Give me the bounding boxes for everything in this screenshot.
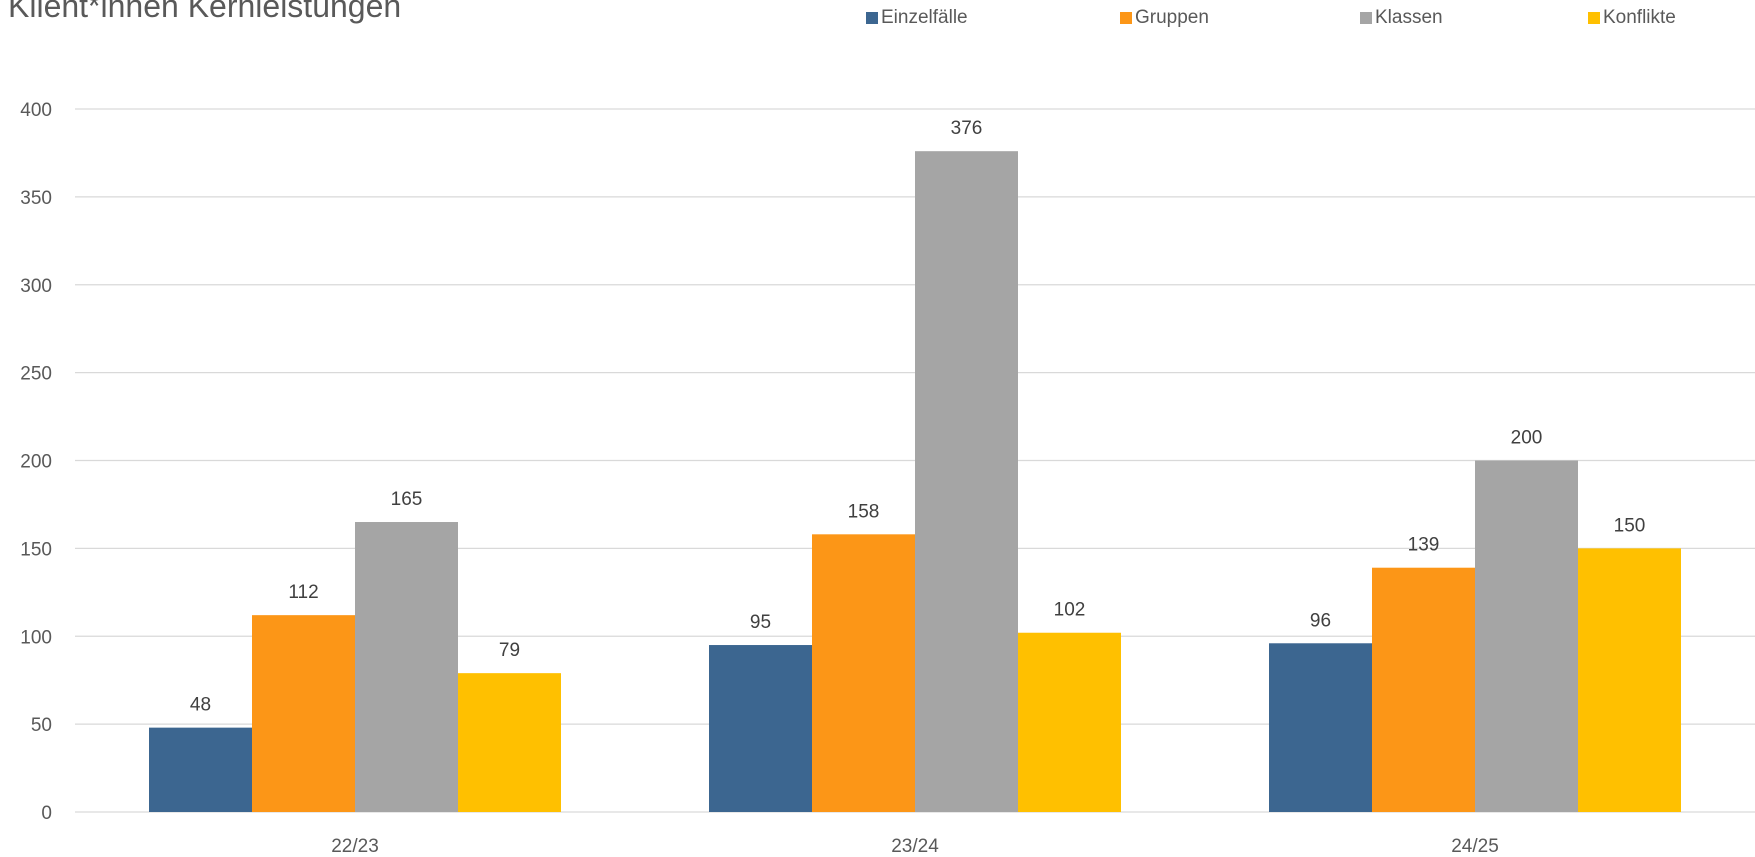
legend-label-gruppen: Gruppen — [1135, 7, 1209, 28]
bar-gruppen-1 — [812, 534, 915, 812]
data-label: 96 — [1310, 610, 1331, 631]
bar-konflikte-2 — [1578, 548, 1681, 812]
bar-einzelf-lle-2 — [1269, 643, 1372, 812]
legend-swatch-klassen — [1360, 12, 1372, 24]
bar-klassen-2 — [1475, 460, 1578, 812]
data-label: 95 — [750, 612, 771, 633]
y-tick-label: 200 — [20, 452, 52, 473]
y-tick-label: 300 — [20, 276, 52, 297]
data-label: 158 — [848, 501, 880, 522]
bar-klassen-0 — [355, 522, 458, 812]
y-tick-label: 250 — [20, 364, 52, 385]
y-tick-label: 100 — [20, 627, 52, 648]
x-tick-label: 24/25 — [1451, 836, 1499, 857]
bar-einzelf-lle-0 — [149, 727, 252, 812]
legend: Einzelfälle Gruppen Klassen Konflikte — [860, 7, 1755, 33]
legend-label-klassen: Klassen — [1375, 7, 1443, 28]
bar-konflikte-1 — [1018, 632, 1121, 812]
legend-label-konflikte: Konflikte — [1603, 7, 1676, 28]
legend-item-einzelfaelle: Einzelfälle — [866, 7, 968, 29]
data-label: 102 — [1054, 600, 1086, 621]
data-label: 150 — [1614, 515, 1646, 536]
legend-item-gruppen: Gruppen — [1120, 7, 1209, 29]
data-label: 376 — [951, 118, 983, 139]
bar-einzelf-lle-1 — [709, 645, 812, 812]
bar-konflikte-0 — [458, 673, 561, 812]
data-label: 200 — [1511, 428, 1543, 449]
data-label: 139 — [1408, 535, 1440, 556]
legend-swatch-gruppen — [1120, 12, 1132, 24]
y-tick-label: 350 — [20, 188, 52, 209]
bar-gruppen-0 — [252, 615, 355, 812]
y-tick-label: 0 — [41, 803, 52, 824]
bar-klassen-1 — [915, 151, 1018, 812]
chart-title: Klient*innen Kernleistungen — [8, 0, 402, 24]
legend-label-einzelfaelle: Einzelfälle — [881, 7, 968, 28]
x-tick-label: 22/23 — [331, 836, 379, 857]
y-tick-label: 400 — [20, 100, 52, 121]
legend-item-klassen: Klassen — [1360, 7, 1443, 29]
bar-gruppen-2 — [1372, 567, 1475, 812]
legend-item-konflikte: Konflikte — [1588, 7, 1676, 29]
data-label: 79 — [499, 640, 520, 661]
y-tick-label: 50 — [31, 715, 52, 736]
data-label: 112 — [288, 582, 318, 603]
y-tick-label: 150 — [20, 539, 52, 560]
data-label: 165 — [391, 489, 423, 510]
data-label: 48 — [190, 695, 211, 716]
x-tick-label: 23/24 — [891, 836, 939, 857]
legend-swatch-konflikte — [1588, 12, 1600, 24]
legend-swatch-einzelfaelle — [866, 12, 878, 24]
